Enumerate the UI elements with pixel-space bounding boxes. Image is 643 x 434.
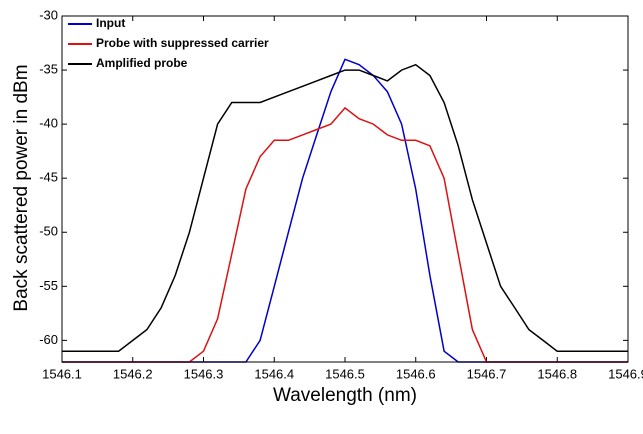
legend-label: Input <box>96 16 125 30</box>
x-tick-label: 1546.8 <box>537 366 577 381</box>
data-line <box>62 63 628 352</box>
x-tick-label: 1546.9 <box>608 366 643 381</box>
y-tick-label: -50 <box>39 224 58 239</box>
legend-label: Amplified probe <box>96 56 188 70</box>
y-tick-label: -40 <box>39 116 58 131</box>
x-tick-label: 1546.5 <box>325 366 365 381</box>
x-tick-label: 1546.2 <box>113 366 153 381</box>
x-tick-label: 1546.7 <box>467 366 507 381</box>
x-tick-label: 1546.4 <box>254 366 294 381</box>
x-axis-label: Wavelength (nm) <box>273 385 417 406</box>
y-tick-label: -35 <box>39 62 58 77</box>
x-tick-label: 1546.1 <box>42 366 82 381</box>
x-tick-label: 1546.3 <box>184 366 224 381</box>
data-line <box>62 106 628 363</box>
y-tick-label: -55 <box>39 278 58 293</box>
x-tick-label: 1546.6 <box>396 366 436 381</box>
y-tick-label: -45 <box>39 170 58 185</box>
legend-label: Probe with suppressed carrier <box>96 36 269 50</box>
y-tick-label: -30 <box>39 7 58 22</box>
y-axis-label: Back scattered power in dBm <box>11 64 32 311</box>
data-line <box>62 58 628 363</box>
y-tick-label: -60 <box>39 332 58 347</box>
plot-frame <box>61 15 629 363</box>
